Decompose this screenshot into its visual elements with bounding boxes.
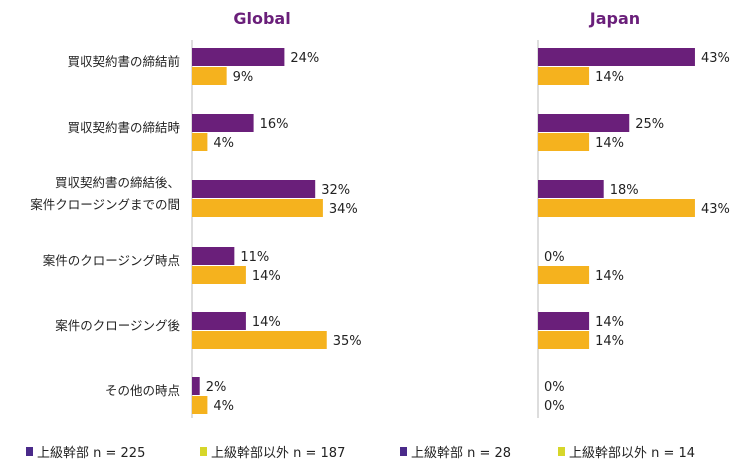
data-label: 32% [321,183,350,198]
data-label: 14% [252,315,281,330]
bar [192,312,246,330]
category-label: 買収契約書の締結前 [67,54,180,69]
bar [538,48,695,66]
data-label: 14% [595,136,624,151]
data-label: 11% [240,250,269,265]
data-label: 0% [544,250,565,265]
data-label: 14% [595,315,624,330]
bar [538,199,695,217]
bar [538,266,590,284]
data-label: 14% [252,269,281,284]
panel-title: Japan [589,9,640,28]
legend-swatch [200,447,207,456]
data-label: 35% [333,334,362,349]
legend-swatch [558,447,565,456]
legend-swatch [26,447,33,456]
bar [192,133,208,151]
legend-swatch [400,447,407,456]
bar [192,377,200,395]
data-label: 16% [260,117,289,132]
bar [192,266,246,284]
bar [192,180,316,198]
data-label: 9% [233,70,254,85]
bar [192,331,327,349]
data-label: 4% [213,399,234,414]
data-label: 24% [290,51,319,66]
legend-label: 上級幹部 n = 225 [37,445,145,461]
bar [192,114,254,132]
data-label: 43% [701,202,730,217]
data-label: 0% [544,399,565,414]
data-label: 25% [635,117,664,132]
bar [538,67,590,85]
panel-title: Global [233,9,290,28]
category-label: 案件のクロージング後 [55,318,180,333]
data-label: 14% [595,269,624,284]
category-label: 買収契約書の締結時 [67,120,180,135]
bar [538,114,630,132]
bar [192,67,227,85]
category-label: 買収契約書の締結後、 [55,175,180,190]
data-label: 14% [595,334,624,349]
category-label: 案件のクロージング時点 [43,253,180,268]
legend-label: 上級幹部以外 n = 14 [569,445,695,461]
bar [538,312,590,330]
bar [538,331,590,349]
bar [192,48,285,66]
bar [192,199,323,217]
data-label: 2% [206,380,227,395]
legend-label: 上級幹部 n = 28 [411,445,511,461]
data-label: 18% [610,183,639,198]
bar [192,247,235,265]
data-label: 0% [544,380,565,395]
legend-label: 上級幹部以外 n = 187 [211,445,345,461]
category-label: 案件クロージングまでの間 [30,197,180,212]
data-label: 14% [595,70,624,85]
data-label: 34% [329,202,358,217]
category-label: その他の時点 [105,383,180,398]
bar [538,180,604,198]
bar [192,396,208,414]
data-label: 4% [213,136,234,151]
bar [538,133,590,151]
data-label: 43% [701,51,730,66]
